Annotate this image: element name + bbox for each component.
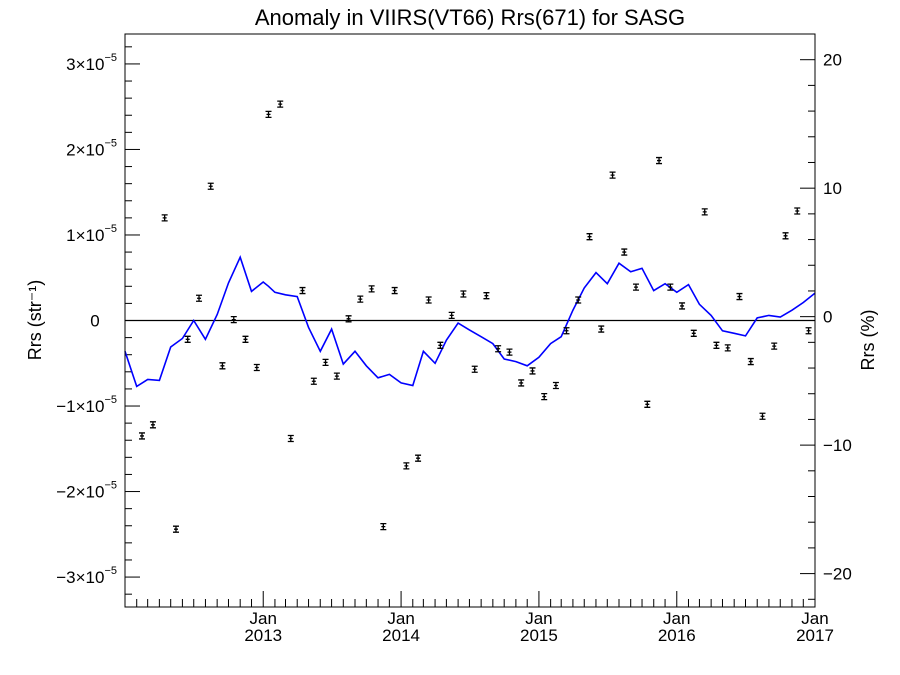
data-point: [656, 156, 663, 165]
data-point: [713, 341, 720, 349]
data-point: [552, 381, 559, 390]
x-tick-year-3: 2016: [658, 626, 696, 645]
data-point: [471, 365, 478, 373]
y2-tick-label-0: 20: [823, 51, 842, 70]
data-point: [299, 286, 306, 295]
x-tick-year-4: 2017: [796, 626, 834, 645]
data-point: [322, 358, 329, 367]
data-point: [357, 295, 364, 303]
y-tick-label-6: −3×10−5: [56, 565, 117, 587]
y-tick-label-4: −1×10−5: [56, 394, 117, 416]
y2-tick-label-3: −10: [823, 436, 852, 455]
x-tick-month-1: Jan: [387, 609, 414, 628]
data-point: [586, 233, 593, 241]
y-axis-label: Rrs (str⁻¹): [25, 280, 45, 360]
y-tick-label-3: 0: [90, 312, 99, 331]
y2-tick-label-1: 10: [823, 179, 842, 198]
data-point: [448, 311, 455, 320]
data-point: [368, 285, 375, 293]
data-point: [495, 345, 502, 353]
data-point: [172, 525, 179, 533]
data-point: [529, 367, 536, 375]
data-point: [265, 110, 272, 119]
plot-area: Jan2013Jan2014Jan2015Jan2016Jan20173×10−…: [56, 33, 852, 645]
data-point: [609, 171, 616, 179]
x-tick-month-3: Jan: [663, 609, 690, 628]
y2-tick-label-2: 0: [823, 308, 832, 327]
anomaly-line: [124, 255, 816, 388]
y-tick-label-0: 3×10−5: [66, 52, 117, 74]
data-point: [277, 100, 284, 108]
data-point: [518, 379, 525, 387]
data-point: [759, 412, 766, 420]
data-point: [483, 292, 490, 300]
y-tick-label-2: 1×10−5: [66, 223, 117, 245]
y2-axis-label: Rrs (%): [858, 310, 878, 371]
data-point: [782, 232, 789, 240]
data-point: [736, 292, 743, 301]
y-tick-label-5: −2×10−5: [56, 480, 117, 502]
data-point: [805, 327, 812, 335]
x-tick-month-2: Jan: [525, 609, 552, 628]
data-point: [196, 294, 203, 302]
data-point: [437, 341, 444, 349]
data-point: [506, 348, 513, 356]
plot-frame: [124, 33, 816, 608]
data-point: [747, 357, 754, 366]
data-point: [667, 283, 674, 291]
x-tick-month-4: Jan: [801, 609, 828, 628]
data-point: [287, 434, 294, 443]
y2-tick-label-4: −20: [823, 565, 852, 584]
data-point: [644, 400, 651, 408]
data-point: [598, 325, 605, 333]
data-point: [415, 454, 422, 462]
data-point: [690, 329, 697, 337]
data-point: [632, 283, 639, 291]
data-point: [219, 362, 226, 370]
data-point: [253, 363, 260, 372]
data-point: [460, 290, 467, 298]
x-tick-year-0: 2013: [244, 626, 282, 645]
data-point: [701, 208, 708, 216]
data-point: [563, 327, 570, 335]
data-point: [230, 315, 237, 324]
data-point: [380, 522, 387, 531]
data-point: [149, 421, 156, 429]
x-tick-year-2: 2015: [520, 626, 558, 645]
data-point: [391, 286, 398, 295]
x-tick-year-1: 2014: [382, 626, 420, 645]
data-point: [242, 335, 249, 343]
data-point: [724, 344, 731, 352]
data-point: [541, 392, 548, 401]
y-tick-label-1: 2×10−5: [66, 137, 117, 159]
data-point: [403, 462, 410, 470]
x-tick-month-0: Jan: [250, 609, 277, 628]
data-point: [333, 372, 340, 380]
data-point: [679, 302, 686, 310]
data-point: [161, 214, 168, 222]
data-point: [575, 296, 582, 304]
data-point: [184, 335, 191, 343]
data-point: [621, 248, 628, 256]
data-point: [345, 315, 352, 323]
data-point: [794, 207, 801, 215]
data-point: [425, 296, 432, 304]
chart-title: Anomaly in VIIRS(VT66) Rrs(671) for SASG: [255, 5, 685, 30]
data-point: [771, 342, 778, 350]
data-point: [207, 182, 214, 190]
data-point: [138, 432, 145, 440]
data-point: [310, 377, 317, 385]
